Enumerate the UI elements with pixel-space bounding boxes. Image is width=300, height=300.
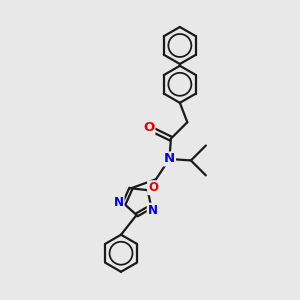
Text: N: N xyxy=(164,152,175,166)
Text: N: N xyxy=(114,196,124,209)
Text: O: O xyxy=(143,121,154,134)
Text: O: O xyxy=(148,181,158,194)
Text: N: N xyxy=(148,204,158,217)
